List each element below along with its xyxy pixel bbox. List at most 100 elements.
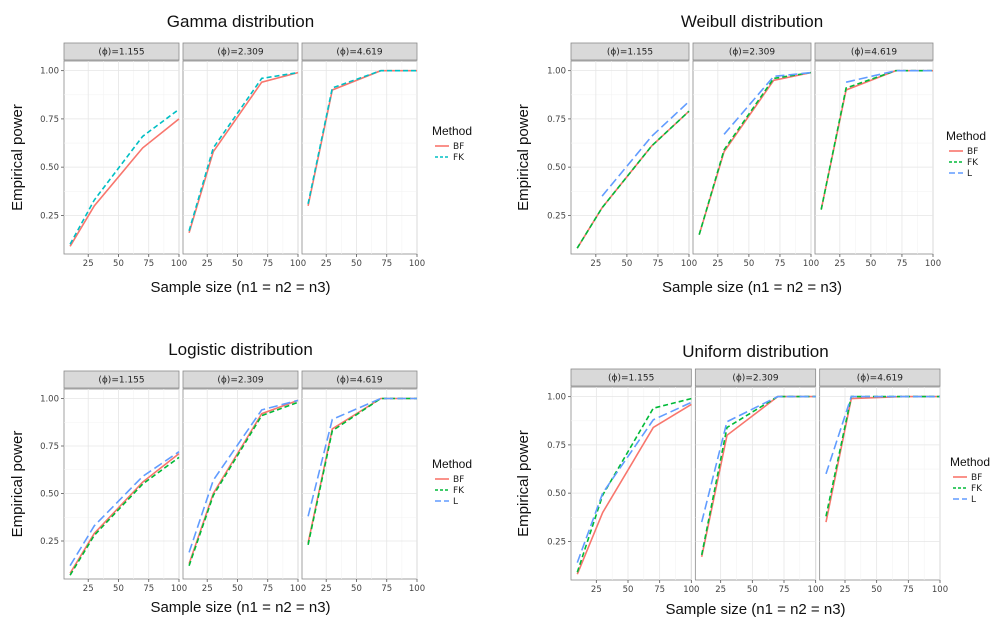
facet-strip [570, 368, 692, 387]
x-tick-label: 25 [321, 259, 332, 269]
legend-title: Method [432, 124, 472, 138]
series-line-bf [188, 71, 299, 234]
x-tick-label: 50 [351, 584, 362, 594]
legend-label: BF [453, 142, 464, 152]
panel-background [814, 60, 934, 255]
x-tick-label: 75 [262, 259, 273, 269]
facet-panel: (ϕ)=4.619 25 50 75 100 [819, 368, 948, 595]
x-tick-label: 100 [803, 259, 819, 269]
facet-strip [182, 42, 299, 61]
x-tick-label: 25 [834, 259, 845, 269]
legend-label: BF [453, 475, 464, 485]
x-tick-label: 25 [83, 584, 94, 594]
x-tick-label: 75 [903, 585, 914, 595]
series-line-bf [69, 452, 180, 574]
panel-background [692, 60, 812, 255]
x-tick-label: 25 [202, 584, 213, 594]
facet-strip [814, 42, 934, 61]
panel-background [301, 60, 418, 255]
y-tick-label: 0.75 [40, 442, 59, 452]
series-line-bf [69, 118, 180, 247]
y-tick-label: 0.50 [547, 489, 566, 499]
series-line-bf [188, 399, 299, 565]
series-line-fk [576, 397, 692, 573]
x-tick-label: 25 [83, 259, 94, 269]
facet-panel: (ϕ)=4.619 25 50 75 100 [301, 370, 425, 594]
series-line-fk [576, 110, 690, 249]
facet-strip [182, 370, 299, 389]
y-tick-label: 1.00 [547, 393, 566, 403]
y-tick-label: 0.25 [547, 537, 566, 547]
x-tick-label: 75 [381, 584, 392, 594]
y-tick-label: 1.00 [40, 67, 59, 77]
legend-label: FK [453, 153, 465, 163]
panel-background [694, 386, 817, 581]
series-line-l [601, 100, 690, 197]
x-tick-label: 50 [113, 259, 124, 269]
x-tick-label: 50 [865, 259, 876, 269]
facet-label: (ϕ)=1.155 [607, 48, 653, 58]
legend-label: FK [967, 158, 979, 168]
x-tick-label: 50 [743, 259, 754, 269]
facet-label: (ϕ)=1.155 [98, 48, 144, 58]
x-axis-label: Sample size (n1 = n2 = n3) [150, 279, 330, 296]
x-tick-label: 25 [321, 584, 332, 594]
x-axis-label: Sample size (n1 = n2 = n3) [662, 279, 842, 296]
facet-strip [692, 42, 812, 61]
facet-label: (ϕ)=2.309 [732, 374, 779, 384]
facet-label: (ϕ)=2.309 [217, 48, 264, 58]
x-tick-label: 100 [171, 259, 187, 269]
y-tick-label: 0.50 [547, 163, 566, 173]
x-tick-label: 75 [143, 259, 154, 269]
facet-label: (ϕ)=1.155 [98, 376, 144, 386]
series-line-l [576, 401, 692, 563]
facet-panel: (ϕ)=2.309 25 50 75 100 [182, 370, 306, 594]
facet-label: (ϕ)=4.619 [851, 48, 898, 58]
x-tick-label: 50 [232, 584, 243, 594]
x-tick-label: 100 [932, 585, 948, 595]
facet-strip [63, 370, 180, 389]
panel-background [63, 60, 180, 255]
series-line-l [307, 397, 417, 517]
x-tick-label: 75 [381, 259, 392, 269]
x-tick-label: 75 [779, 585, 790, 595]
facet-strip [301, 370, 418, 389]
facet-panel: (ϕ)=2.309 25 50 75 100 [692, 42, 819, 269]
x-tick-label: 100 [808, 585, 824, 595]
series-line-bf [576, 403, 692, 575]
y-tick-label: 1.00 [547, 67, 566, 77]
legend-title: Method [946, 129, 986, 143]
series-line-fk [69, 108, 180, 245]
chart-title: Gamma distribution [167, 12, 314, 31]
x-tick-label: 100 [681, 259, 697, 269]
x-tick-label: 50 [623, 585, 634, 595]
facet-panel: (ϕ)=4.619 25 50 75 100 [814, 42, 941, 269]
x-tick-label: 25 [715, 585, 726, 595]
facet-strip [63, 42, 180, 61]
panel-background [301, 388, 418, 580]
series-line-fk [307, 69, 417, 204]
x-tick-label: 75 [143, 584, 154, 594]
x-tick-label: 25 [591, 585, 602, 595]
facet-label: (ϕ)=4.619 [336, 48, 383, 58]
legend-label: L [971, 495, 976, 505]
legend-label: BF [967, 147, 978, 157]
x-tick-label: 100 [409, 584, 425, 594]
panel-background [819, 386, 941, 581]
x-tick-label: 100 [290, 584, 306, 594]
facet-strip [301, 42, 418, 61]
x-tick-label: 50 [871, 585, 882, 595]
legend-label: L [967, 169, 972, 179]
y-axis-label: Empirical power [9, 104, 26, 211]
x-tick-label: 75 [654, 585, 665, 595]
x-tick-label: 25 [840, 585, 851, 595]
x-tick-label: 100 [925, 259, 941, 269]
x-tick-label: 100 [171, 584, 187, 594]
y-tick-label: 0.50 [40, 163, 59, 173]
chart-3: Logistic distribution Sample size (n1 = n… [9, 340, 472, 616]
x-tick-label: 100 [683, 585, 699, 595]
x-tick-label: 25 [712, 259, 723, 269]
facet-panel: (ϕ)=1.155 25 50 75 100 [570, 42, 697, 269]
